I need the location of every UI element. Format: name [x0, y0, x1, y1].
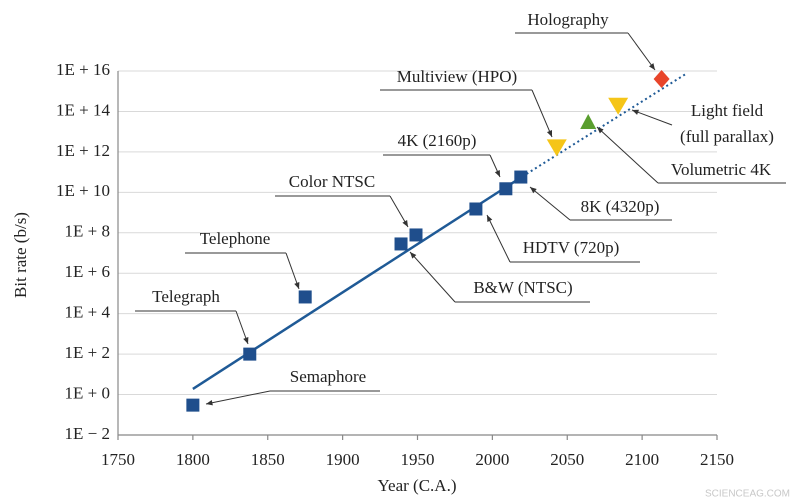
point: [243, 347, 257, 361]
leader-line: [486, 214, 511, 263]
leader-line: [596, 126, 659, 184]
point: [409, 228, 423, 242]
point: [653, 70, 670, 89]
y-tick-label: 1E − 2: [65, 424, 110, 443]
leader-arrow: [632, 109, 639, 115]
y-tick-label: 1E + 14: [56, 100, 110, 119]
x-tick-label: 1950: [401, 450, 435, 469]
x-tick-label: 1800: [176, 450, 210, 469]
y-tick-label: 1E + 0: [65, 383, 110, 402]
point-label: Multiview (HPO): [397, 67, 517, 86]
leader-line: [529, 186, 571, 221]
point: [580, 114, 597, 130]
point-label: (full parallax): [680, 127, 774, 146]
leader-arrow: [546, 130, 552, 137]
y-tick-label: 1E + 10: [56, 181, 110, 200]
x-tick-label: 2000: [475, 450, 509, 469]
leader-arrow: [494, 170, 500, 177]
x-tick-label: 2100: [625, 450, 659, 469]
leader-arrow: [597, 127, 604, 134]
leader-arrow: [648, 63, 655, 70]
leader-arrow: [243, 337, 249, 344]
point-label: Color NTSC: [289, 172, 375, 191]
leader-arrow: [530, 187, 537, 194]
x-axis-label: Year (C.A.): [377, 476, 456, 495]
point: [514, 170, 528, 184]
x-tick-label: 1750: [101, 450, 135, 469]
point: [546, 139, 567, 157]
point: [186, 398, 200, 412]
y-tick-label: 1E + 8: [65, 222, 110, 241]
y-tick-label: 1E + 12: [56, 141, 110, 160]
point-label: Semaphore: [290, 367, 366, 386]
leader-arrow: [206, 400, 213, 406]
trend-line: [521, 73, 687, 178]
point: [298, 290, 312, 304]
point-label: Telegraph: [152, 287, 220, 306]
x-tick-label: 1900: [326, 450, 360, 469]
leader-line: [531, 89, 553, 138]
x-tick-label: 1850: [251, 450, 285, 469]
y-axis-label: Bit rate (b/s): [11, 212, 30, 298]
point: [394, 237, 408, 251]
point: [499, 182, 513, 196]
point-label: Holography: [527, 10, 609, 29]
point-label: Light field: [691, 101, 764, 120]
x-tick-label: 2050: [550, 450, 584, 469]
leader-line: [409, 251, 456, 303]
point-label: Telephone: [200, 229, 271, 248]
y-tick-label: 1E + 16: [56, 60, 110, 79]
leader-arrow: [410, 252, 417, 259]
leader-line: [627, 32, 656, 71]
point-label: 4K (2160p): [398, 131, 477, 150]
y-tick-label: 1E + 4: [65, 303, 111, 322]
y-tick-label: 1E + 2: [65, 343, 110, 362]
point-label: HDTV (720p): [523, 238, 619, 257]
y-tick-label: 1E + 6: [65, 262, 110, 281]
leader-arrow: [487, 215, 493, 222]
leader-arrow: [402, 220, 408, 227]
point-label: B&W (NTSC): [473, 278, 572, 297]
point: [608, 97, 629, 115]
point: [469, 202, 483, 216]
leader-arrow: [294, 282, 300, 289]
point-label: 8K (4320p): [581, 197, 660, 216]
x-tick-label: 2150: [700, 450, 734, 469]
leader-line: [205, 390, 271, 405]
watermark: SCIENCEAG.COM: [705, 489, 790, 500]
leader-line: [631, 109, 673, 126]
point-label: Volumetric 4K: [671, 160, 772, 179]
